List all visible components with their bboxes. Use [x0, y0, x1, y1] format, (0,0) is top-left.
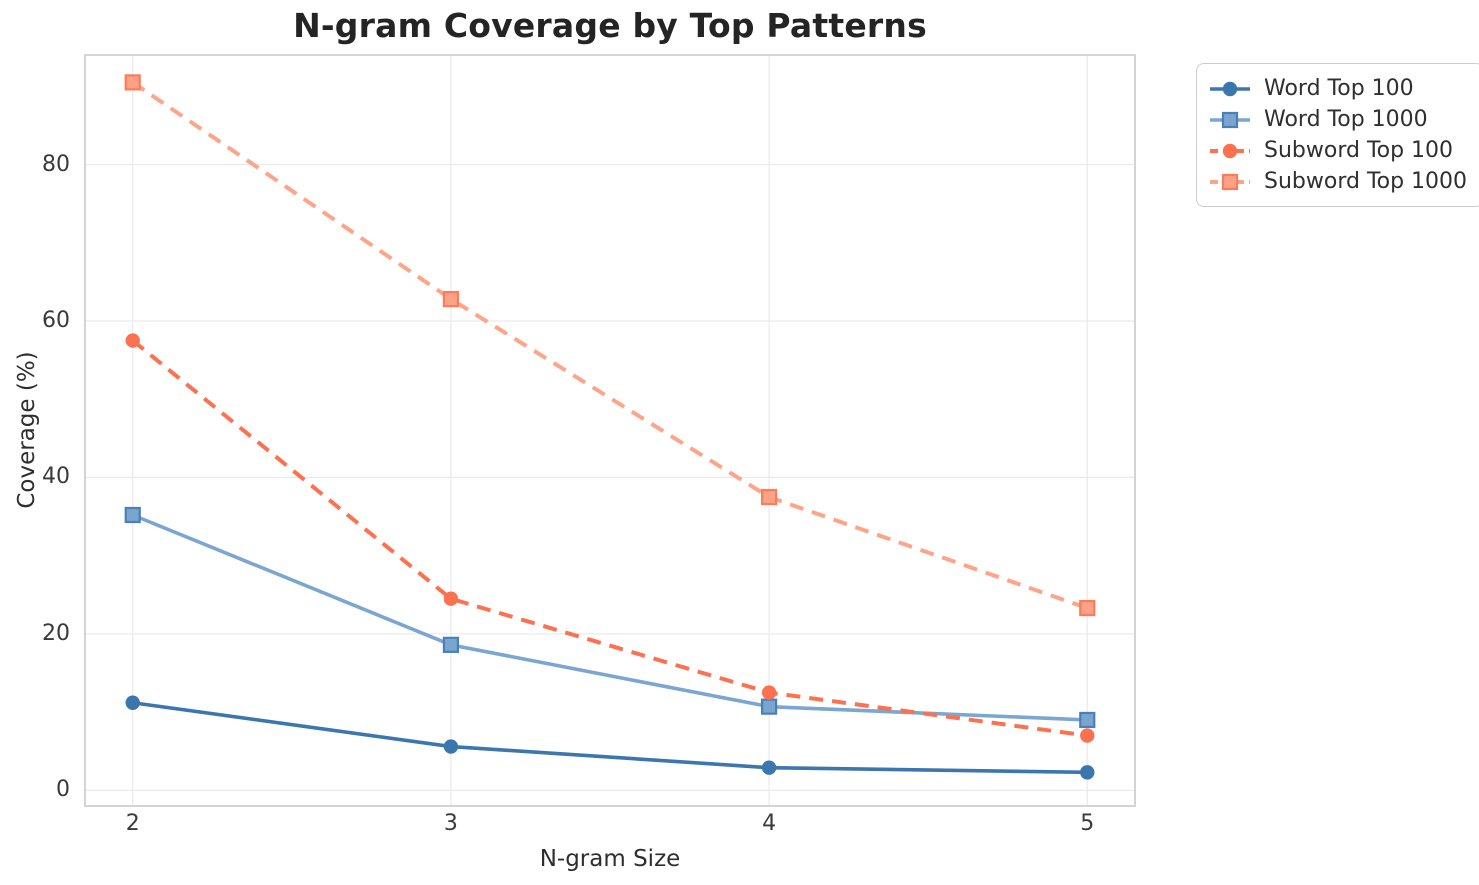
plot-spines — [84, 54, 1136, 807]
data-point-subword-top-1000 — [1079, 599, 1096, 617]
data-point-word-top-100 — [761, 760, 777, 775]
data-point-subword-top-1000 — [760, 488, 778, 506]
legend-line-sample — [1210, 111, 1250, 128]
y-tick-label: 0 — [56, 777, 70, 803]
legend-line-sample — [1210, 143, 1250, 158]
data-point-subword-top-100 — [1080, 728, 1095, 743]
legend-label: Subword Top 1000 — [1264, 169, 1468, 194]
legend-item-subword-top-100: Subword Top 100 — [1209, 136, 1467, 165]
series-line-word-top-100 — [132, 700, 1088, 775]
x-tick-label: 5 — [1080, 811, 1095, 836]
legend-item-word-top-100: Word Top 100 — [1209, 74, 1467, 103]
data-point-subword-top-100 — [443, 591, 459, 606]
legend-item-word-top-1000: Word Top 1000 — [1209, 105, 1467, 134]
y-tick-label: 80 — [42, 151, 70, 177]
x-axis-label: N-gram Size — [539, 846, 681, 872]
data-point-subword-top-1000 — [442, 290, 460, 308]
circle-marker-icon — [1222, 81, 1238, 96]
data-point-word-top-100 — [443, 739, 459, 754]
data-point-word-top-1000 — [1079, 711, 1096, 729]
legend-label: Word Top 100 — [1264, 76, 1414, 101]
x-tick-label: 3 — [443, 811, 458, 836]
data-point-word-top-100 — [1080, 765, 1095, 780]
square-marker-icon — [1221, 111, 1239, 128]
legend-label: Subword Top 100 — [1264, 138, 1454, 163]
data-point-word-top-1000 — [442, 636, 460, 653]
chart-title: N-gram Coverage by Top Patterns — [293, 6, 927, 45]
data-point-subword-top-1000 — [124, 74, 141, 91]
legend-item-subword-top-1000: Subword Top 1000 — [1209, 167, 1467, 196]
x-tick-label: 4 — [762, 811, 777, 836]
y-tick-label: 60 — [42, 307, 70, 333]
legend: Word Top 100 Word Top 1000 Subword Top 100… — [1196, 63, 1479, 207]
data-point-subword-top-100 — [125, 333, 140, 348]
x-tick-label: 2 — [125, 811, 140, 836]
data-point-word-top-1000 — [760, 698, 778, 715]
data-point-word-top-1000 — [124, 506, 141, 524]
circle-marker-icon — [1222, 143, 1238, 158]
series-line-word-top-1000 — [132, 513, 1088, 722]
square-marker-icon — [1221, 173, 1239, 190]
data-point-word-top-100 — [125, 695, 140, 710]
series-line-subword-top-100 — [131, 338, 1088, 738]
legend-label: Word Top 1000 — [1264, 107, 1428, 132]
y-tick-label: 20 — [42, 620, 70, 646]
y-tick-label: 40 — [42, 464, 70, 490]
legend-line-sample — [1210, 81, 1250, 96]
y-axis-label-text: Coverage (%) — [14, 351, 40, 509]
legend-line-sample — [1210, 173, 1250, 190]
data-point-subword-top-100 — [761, 685, 777, 700]
series-line-subword-top-1000 — [131, 80, 1088, 610]
